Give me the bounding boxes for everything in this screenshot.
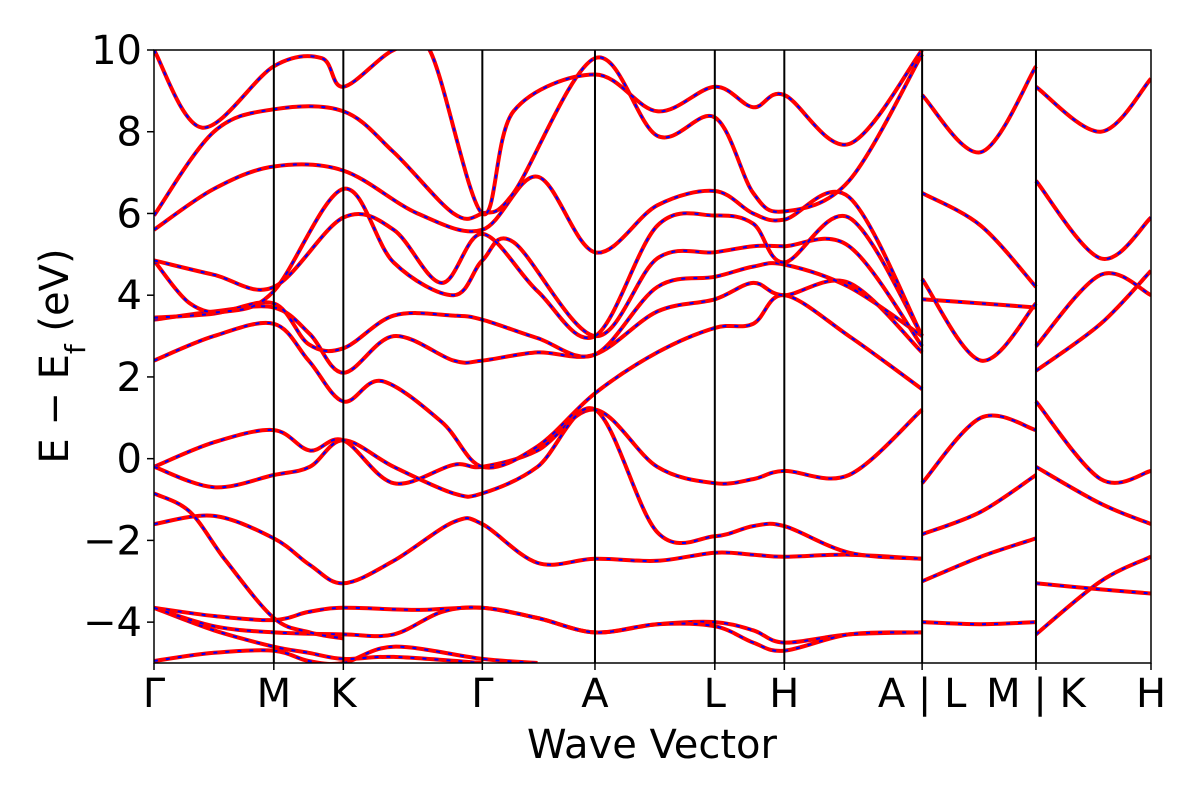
y-axis-ticks: −4 −2 0 2 4 6 8 10 — [83, 28, 154, 646]
x-tick-label-6: H — [769, 671, 799, 717]
y-axis-label-main: E − E — [32, 354, 78, 464]
band-line-30 — [1034, 179, 1151, 261]
kpoint-lines — [272, 50, 1037, 663]
y-tick-label-6: 8 — [117, 110, 142, 156]
band-line-dashed-25 — [1035, 465, 1151, 526]
band-line-dashed-29 — [1035, 272, 1151, 347]
band-line-22 — [921, 191, 1038, 289]
x-tick-label-7: A | L — [878, 671, 967, 717]
y-tick-label-2: 0 — [117, 437, 142, 483]
x-tick-label-1: M — [257, 671, 292, 717]
x-tick-label-4: A — [581, 671, 609, 717]
y-tick-label-7: 10 — [91, 28, 142, 74]
band-line-dashed-17 — [921, 474, 1037, 536]
band-line-dashed-23 — [921, 65, 1037, 154]
band-line-26 — [1034, 554, 1151, 636]
band-line-dashed-3 — [154, 606, 923, 652]
x-tick-label-3: Γ — [471, 671, 494, 717]
band-line-dashed-5 — [154, 492, 344, 640]
band-line-16 — [920, 413, 1037, 485]
y-tick-label-5: 6 — [117, 191, 142, 237]
x-tick-label-0: Γ — [143, 671, 166, 717]
band-line-dashed-13 — [154, 163, 923, 337]
band-line-dashed-10 — [154, 262, 923, 358]
band-line-dashed-4 — [154, 514, 923, 585]
x-tick-label-5: L — [704, 671, 727, 717]
band-line-dashed-27 — [1035, 582, 1151, 595]
y-axis-label-unit: (eV) — [32, 248, 78, 344]
band-line-9 — [154, 278, 924, 375]
bands-layer — [154, 50, 1151, 663]
y-axis-label: E − Ef (eV) — [32, 248, 92, 463]
x-tick-label-2: K — [330, 671, 358, 717]
band-line-dashed-6 — [154, 408, 923, 485]
y-tick-label-1: −2 — [83, 518, 142, 564]
y-axis-label-subscript: f — [59, 343, 92, 354]
band-line-28 — [1034, 269, 1151, 373]
band-line-dashed-18 — [921, 537, 1037, 583]
x-tick-label-8: M | K — [986, 671, 1087, 717]
y-tick-label-4: 4 — [117, 273, 142, 319]
band-line-14 — [154, 53, 924, 221]
x-axis-label: Wave Vector — [527, 722, 778, 768]
band-line-dashed-8 — [154, 294, 923, 469]
band-line-dashed-31 — [1035, 77, 1151, 133]
x-tick-label-9: H — [1136, 671, 1166, 717]
band-line-dashed-24 — [1035, 400, 1151, 484]
band-line-dashed-21 — [921, 278, 1037, 362]
band-line-dashed-7 — [154, 407, 923, 560]
band-line-dashed-19 — [922, 621, 1037, 626]
plot-frame — [153, 49, 1152, 664]
band-line-dashed-0 — [154, 645, 538, 663]
band-line-11 — [154, 186, 924, 348]
band-line-dashed-1 — [154, 606, 483, 663]
band-line-15 — [154, 50, 924, 217]
y-tick-label-3: 2 — [117, 355, 142, 401]
y-tick-label-0: −4 — [83, 600, 142, 646]
